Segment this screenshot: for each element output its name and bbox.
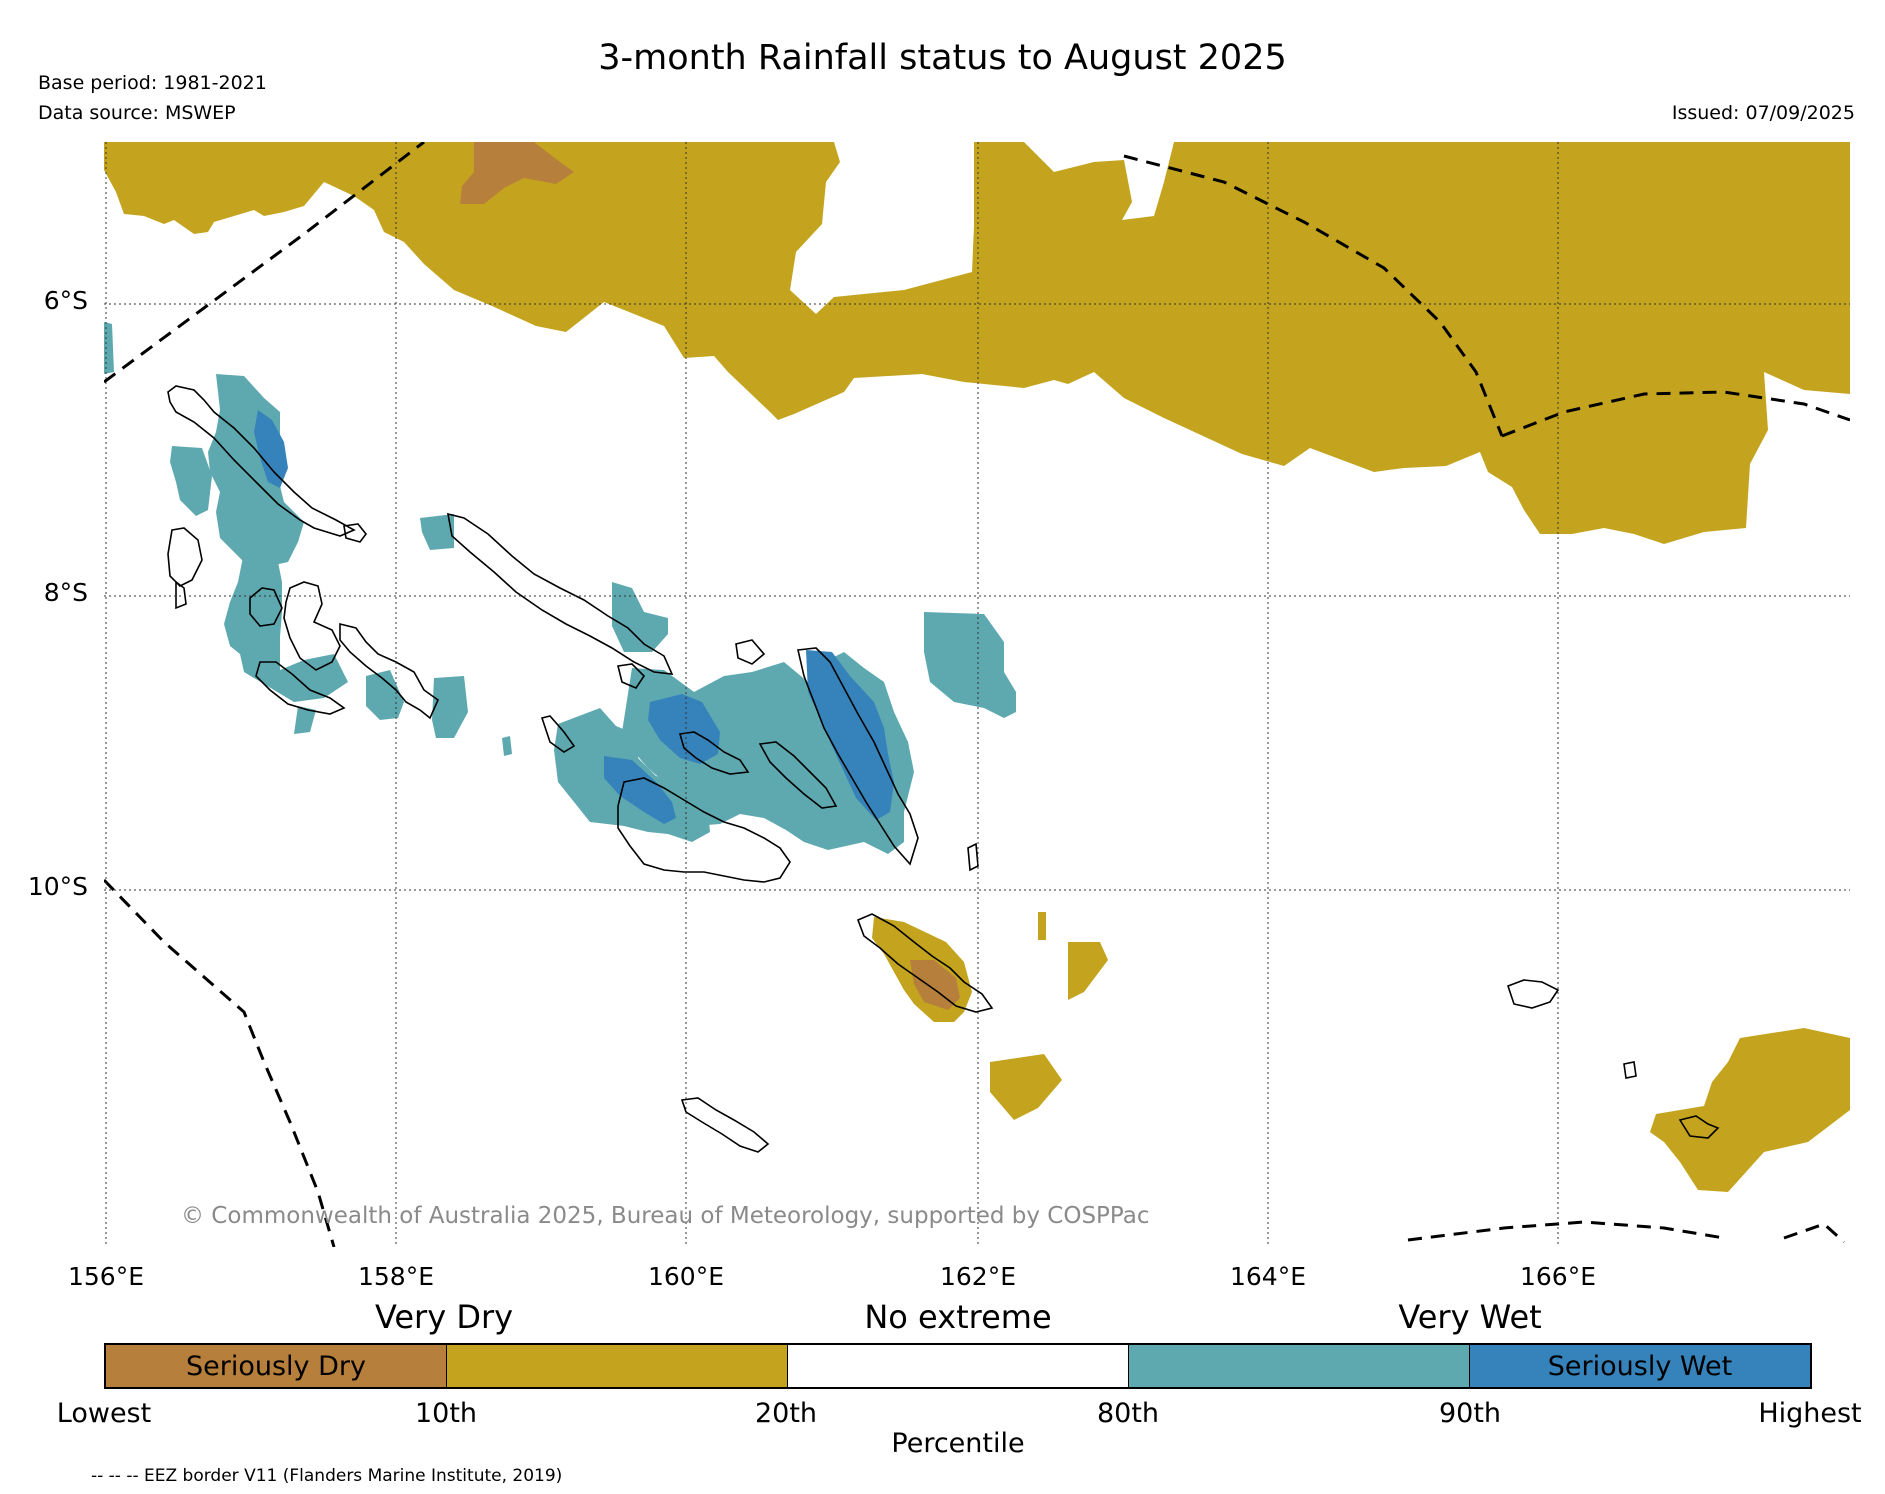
legend-tick-90th: 90th — [1438, 1398, 1502, 1429]
legend-axis-label: Percentile — [891, 1428, 1025, 1459]
very-wet-region-west-5 — [432, 676, 468, 738]
lon-label-164e: 164°E — [1229, 1262, 1306, 1291]
issued-date: Issued: 07/09/2025 — [1671, 102, 1855, 124]
copyright-notice: © Commonwealth of Australia 2025, Bureau… — [181, 1203, 1150, 1229]
legend-tick-10th: 10th — [414, 1398, 478, 1429]
very-dry-region-south-2 — [1068, 942, 1108, 1000]
legend-tick-80th: 80th — [1096, 1398, 1160, 1429]
legend-segment-very-wet — [1129, 1345, 1470, 1387]
legend-tick-highest: Highest — [1758, 1398, 1862, 1429]
island-outlines — [167, 385, 1720, 1153]
lat-label-6s: 6°S — [43, 286, 88, 315]
seriously-wet-region-central-3 — [604, 756, 676, 824]
legend-segment-seriously-wet: Seriously Wet — [1470, 1345, 1810, 1387]
seriously-dry-region-north — [460, 142, 574, 204]
very-dry-region-north — [104, 142, 1850, 544]
very-wet-region-west-6 — [104, 322, 114, 374]
legend-color-bar: Seriously Dry Seriously Wet — [104, 1343, 1812, 1389]
seriously-wet-region-west — [254, 410, 288, 488]
legend-segment-seriously-dry: Seriously Dry — [106, 1345, 447, 1387]
graticule — [104, 142, 1850, 1247]
lon-label-166e: 166°E — [1519, 1262, 1596, 1291]
very-wet-region-central-4 — [924, 612, 1016, 718]
very-dry-region-south-4 — [990, 1054, 1062, 1120]
very-wet-region-central-6 — [502, 736, 512, 756]
lon-label-162e: 162°E — [939, 1262, 1016, 1291]
data-source: Data source: MSWEP — [38, 102, 236, 124]
legend-segment-no-extreme — [788, 1345, 1129, 1387]
lon-label-156e: 156°E — [67, 1262, 144, 1291]
seriously-dry-region-south — [910, 960, 960, 1010]
legend-category-very-wet: Very Wet — [1398, 1298, 1542, 1336]
very-dry-region-southeast — [1650, 1028, 1850, 1192]
lat-label-10s: 10°S — [27, 872, 88, 901]
very-wet-region-west-1 — [208, 374, 304, 570]
very-wet-region-west-2 — [170, 446, 212, 516]
map-title: 3-month Rainfall status to August 2025 — [598, 38, 1287, 78]
legend-tick-lowest: Lowest — [56, 1398, 152, 1429]
eez-note: -- -- -- EEZ border V11 (Flanders Marine… — [91, 1466, 563, 1486]
seriously-wet-region-central-1 — [648, 694, 720, 764]
very-wet-region-central-5 — [420, 514, 454, 550]
rainfall-map — [104, 142, 1850, 1247]
base-period: Base period: 1981-2021 — [38, 72, 267, 94]
legend-category-very-dry: Very Dry — [374, 1298, 514, 1336]
very-wet-region-west-4 — [366, 670, 404, 720]
legend-segment-very-dry — [447, 1345, 788, 1387]
lat-label-8s: 8°S — [43, 578, 88, 607]
legend-tick-20th: 20th — [754, 1398, 818, 1429]
lon-label-160e: 160°E — [647, 1262, 724, 1291]
very-dry-region-south-3 — [1038, 912, 1046, 940]
seriously-wet-region-central-2 — [806, 650, 894, 820]
very-wet-region-central-2 — [612, 582, 668, 652]
lon-label-158e: 158°E — [357, 1262, 434, 1291]
very-wet-region-west-3 — [224, 520, 348, 702]
legend-category-no-extreme: No extreme — [864, 1298, 1052, 1336]
very-wet-region-west-7 — [294, 706, 316, 734]
eez-borders — [104, 142, 1850, 1247]
